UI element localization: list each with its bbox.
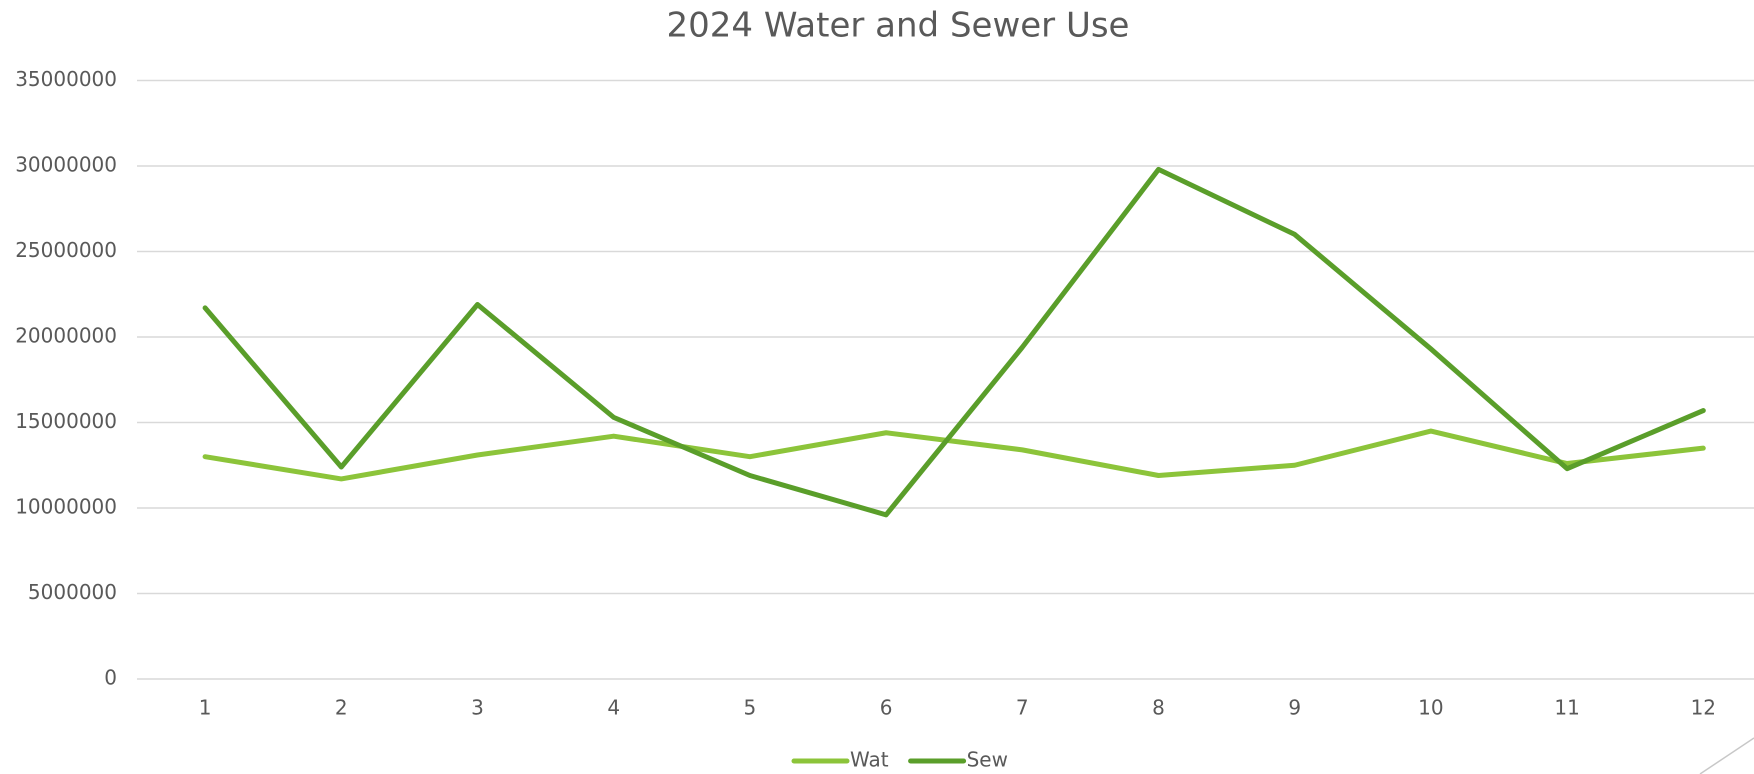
legend-label: Sew: [967, 748, 1008, 772]
x-tick-label: 11: [1554, 696, 1579, 720]
series-line: [202, 428, 1706, 482]
y-tick-label: 5000000: [28, 580, 117, 604]
x-tick-label: 7: [1016, 696, 1029, 720]
legend-label: Wat: [850, 748, 889, 772]
x-tick-label: 3: [471, 696, 484, 720]
x-tick-label: 8: [1152, 696, 1165, 720]
y-tick-label: 30000000: [15, 153, 117, 177]
y-tick-label: 15000000: [15, 409, 117, 433]
x-tick-label: 5: [744, 696, 757, 720]
x-tick-label: 4: [607, 696, 620, 720]
y-tick-label: 35000000: [15, 67, 117, 91]
x-tick-label: 1: [199, 696, 212, 720]
decoration: [1699, 737, 1754, 774]
x-tick-label: 6: [880, 696, 893, 720]
x-tick-label: 12: [1691, 696, 1716, 720]
chart-title: 2024 Water and Sewer Use: [667, 6, 1130, 46]
x-tick-label: 9: [1288, 696, 1301, 720]
x-tick-label: 10: [1418, 696, 1443, 720]
y-tick-label: 20000000: [15, 324, 117, 348]
y-tick-label: 25000000: [15, 238, 117, 262]
y-tick-label: 0: [104, 666, 117, 690]
y-tick-label: 10000000: [15, 495, 117, 519]
series-line: [202, 166, 1706, 518]
x-tick-label: 2: [335, 696, 348, 720]
